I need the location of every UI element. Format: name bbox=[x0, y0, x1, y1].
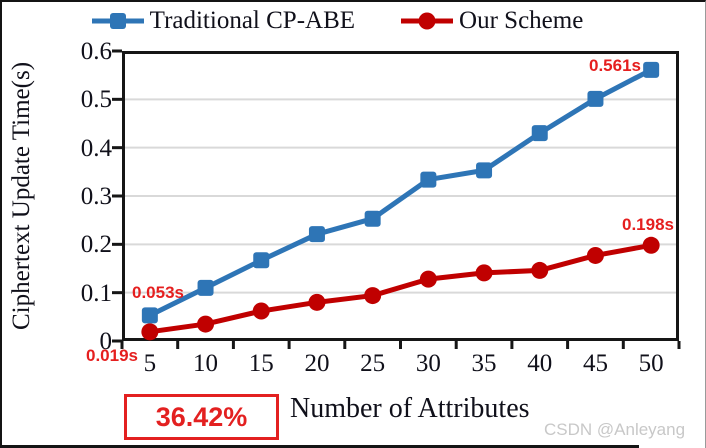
ytick-label-0.2: 0.2 bbox=[80, 231, 112, 259]
xtick-label-40: 40 bbox=[527, 350, 553, 377]
data-point-circle-30 bbox=[419, 270, 437, 288]
legend-label-our-scheme: Our Scheme bbox=[459, 7, 584, 34]
xtick-label-50: 50 bbox=[638, 350, 664, 377]
data-point-square-30 bbox=[420, 171, 437, 188]
ytick-label-0.3: 0.3 bbox=[80, 183, 112, 210]
ytick-label-0.4: 0.4 bbox=[80, 134, 112, 162]
annotation-red-last-value: 0.198s bbox=[622, 215, 674, 234]
xtick-label-35: 35 bbox=[471, 350, 497, 377]
ytick-label-0.6: 0.6 bbox=[80, 38, 112, 65]
data-point-circle-45 bbox=[586, 246, 604, 264]
legend-marker-blue-square-icon bbox=[91, 12, 144, 30]
ytick-label-0.1: 0.1 bbox=[80, 279, 112, 307]
data-point-circle-15 bbox=[252, 302, 270, 320]
series-line-square bbox=[147, 67, 654, 318]
data-point-circle-5 bbox=[141, 323, 159, 341]
data-point-square-45 bbox=[587, 90, 604, 107]
xtick-label-45: 45 bbox=[582, 350, 608, 377]
data-point-square-40 bbox=[531, 125, 548, 142]
data-point-square-50 bbox=[643, 61, 660, 78]
data-point-circle-25 bbox=[364, 287, 382, 305]
data-point-circle-50 bbox=[642, 236, 660, 254]
data-point-circle-10 bbox=[197, 315, 215, 333]
xtick-label-15: 15 bbox=[248, 350, 274, 377]
xtick-label-20: 20 bbox=[304, 350, 330, 377]
annotation-red-first-value: 0.019s bbox=[86, 346, 138, 365]
xtick-label-10: 10 bbox=[193, 350, 219, 377]
legend-item-traditional-cpabe: Traditional CP-ABE bbox=[91, 7, 356, 34]
ytick-label-0.5: 0.5 bbox=[80, 86, 112, 114]
data-point-square-5 bbox=[141, 307, 158, 324]
percentage-callout-box: 36.42% bbox=[124, 394, 279, 440]
plot-border bbox=[122, 51, 679, 341]
x-axis-title: Number of Attributes bbox=[290, 393, 530, 424]
bottom-border-bar bbox=[2, 445, 639, 448]
ytick-label-0: 0 bbox=[99, 328, 113, 355]
data-point-circle-35 bbox=[475, 264, 493, 282]
xtick-label-25: 25 bbox=[360, 350, 386, 377]
data-point-square-25 bbox=[364, 210, 381, 227]
data-point-circle-20 bbox=[308, 293, 326, 311]
data-point-square-15 bbox=[253, 252, 270, 269]
data-point-square-20 bbox=[308, 226, 325, 243]
legend-marker-red-circle-icon bbox=[401, 12, 454, 30]
legend-item-our-scheme: Our Scheme bbox=[401, 8, 583, 33]
data-point-square-10 bbox=[197, 279, 214, 296]
series-line-circle bbox=[147, 242, 654, 335]
legend-label-traditional-cpabe: Traditional CP-ABE bbox=[149, 7, 356, 34]
data-point-circle-40 bbox=[531, 261, 549, 279]
xtick-label-30: 30 bbox=[415, 350, 441, 377]
watermark-text: CSDN @Anleyang bbox=[544, 420, 686, 439]
annotation-blue-last-value: 0.561s bbox=[589, 56, 641, 75]
data-point-square-35 bbox=[476, 162, 493, 179]
annotation-blue-first-value: 0.053s bbox=[132, 283, 184, 302]
legend: Traditional CP-ABE Our Scheme bbox=[2, 7, 689, 34]
percentage-callout-value: 36.42% bbox=[155, 401, 248, 432]
xtick-label-5: 5 bbox=[143, 350, 157, 377]
